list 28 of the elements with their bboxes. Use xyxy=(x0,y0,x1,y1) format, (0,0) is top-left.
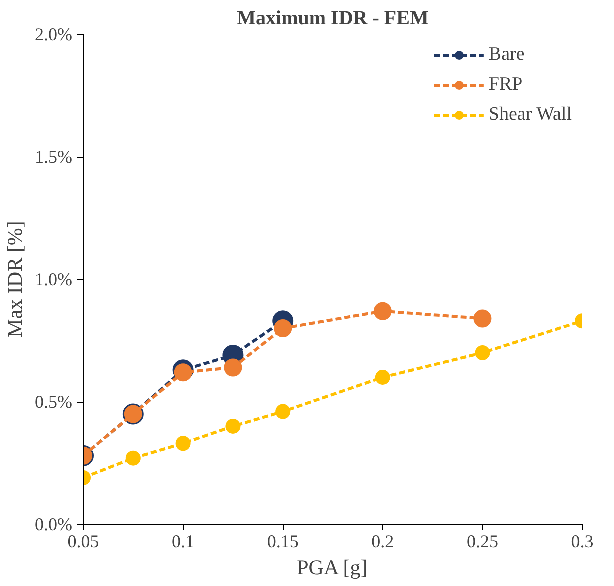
y-tick-label: 0.5% xyxy=(35,392,73,412)
y-tick-label: 0.0% xyxy=(35,514,73,534)
point xyxy=(126,450,141,466)
x-tick-label: 0.15 xyxy=(267,532,299,552)
x-tick-label: 0.05 xyxy=(68,532,100,552)
point xyxy=(474,310,492,328)
legend-label: Shear Wall xyxy=(488,104,572,126)
x-axis-title: PGA [g] xyxy=(297,556,368,580)
point xyxy=(226,419,241,434)
y-axis-title: Max IDR [%] xyxy=(3,221,28,338)
x-tick-label: 0.2 xyxy=(372,532,394,552)
y-tick-label: 2.0% xyxy=(35,24,73,44)
y-tick-label: 1.5% xyxy=(35,147,73,167)
chart-title: Maximum IDR - FEM xyxy=(237,8,429,30)
point xyxy=(274,320,292,338)
x-tick-label: 0.1 xyxy=(172,532,195,552)
point xyxy=(174,364,192,382)
point xyxy=(276,404,291,420)
point xyxy=(375,370,390,385)
point xyxy=(224,358,242,377)
x-tick-label: 0.3 xyxy=(571,532,594,552)
legend-label: FRP xyxy=(488,74,523,96)
legend-label: Bare xyxy=(488,44,525,66)
point xyxy=(374,302,392,320)
y-tick-label: 1.0% xyxy=(35,270,73,290)
point xyxy=(176,436,191,452)
x-tick-label: 0.25 xyxy=(466,532,498,552)
point xyxy=(475,346,490,360)
